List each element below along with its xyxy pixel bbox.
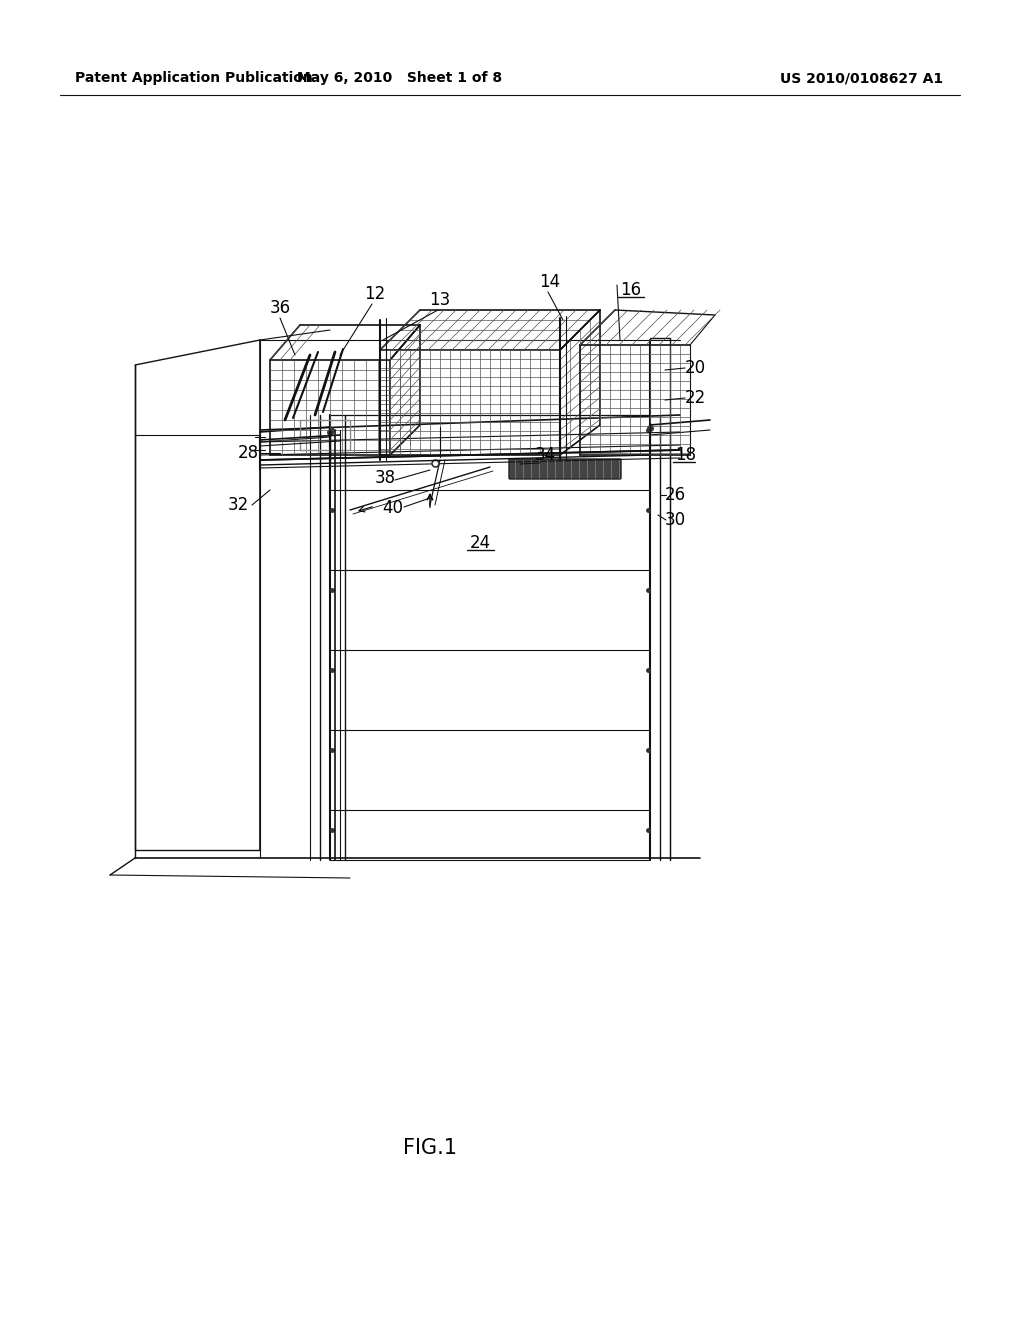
Text: 13: 13 [429,290,451,309]
Text: 36: 36 [269,300,291,317]
Text: 12: 12 [365,285,386,304]
Text: 18: 18 [675,446,696,465]
Text: 40: 40 [383,499,403,517]
Text: 38: 38 [375,469,395,487]
Text: 34: 34 [535,446,556,465]
FancyBboxPatch shape [509,459,621,479]
Text: US 2010/0108627 A1: US 2010/0108627 A1 [780,71,943,84]
Text: 20: 20 [684,359,706,378]
Text: 16: 16 [620,281,641,300]
Text: 32: 32 [227,496,249,513]
Text: 22: 22 [684,389,706,407]
Text: 24: 24 [469,535,490,552]
Text: Patent Application Publication: Patent Application Publication [75,71,312,84]
Text: May 6, 2010   Sheet 1 of 8: May 6, 2010 Sheet 1 of 8 [297,71,503,84]
Text: 28: 28 [238,444,259,462]
Text: 30: 30 [665,511,685,529]
Text: FIG.1: FIG.1 [403,1138,457,1158]
Text: 14: 14 [540,273,560,290]
Text: 26: 26 [665,486,685,504]
